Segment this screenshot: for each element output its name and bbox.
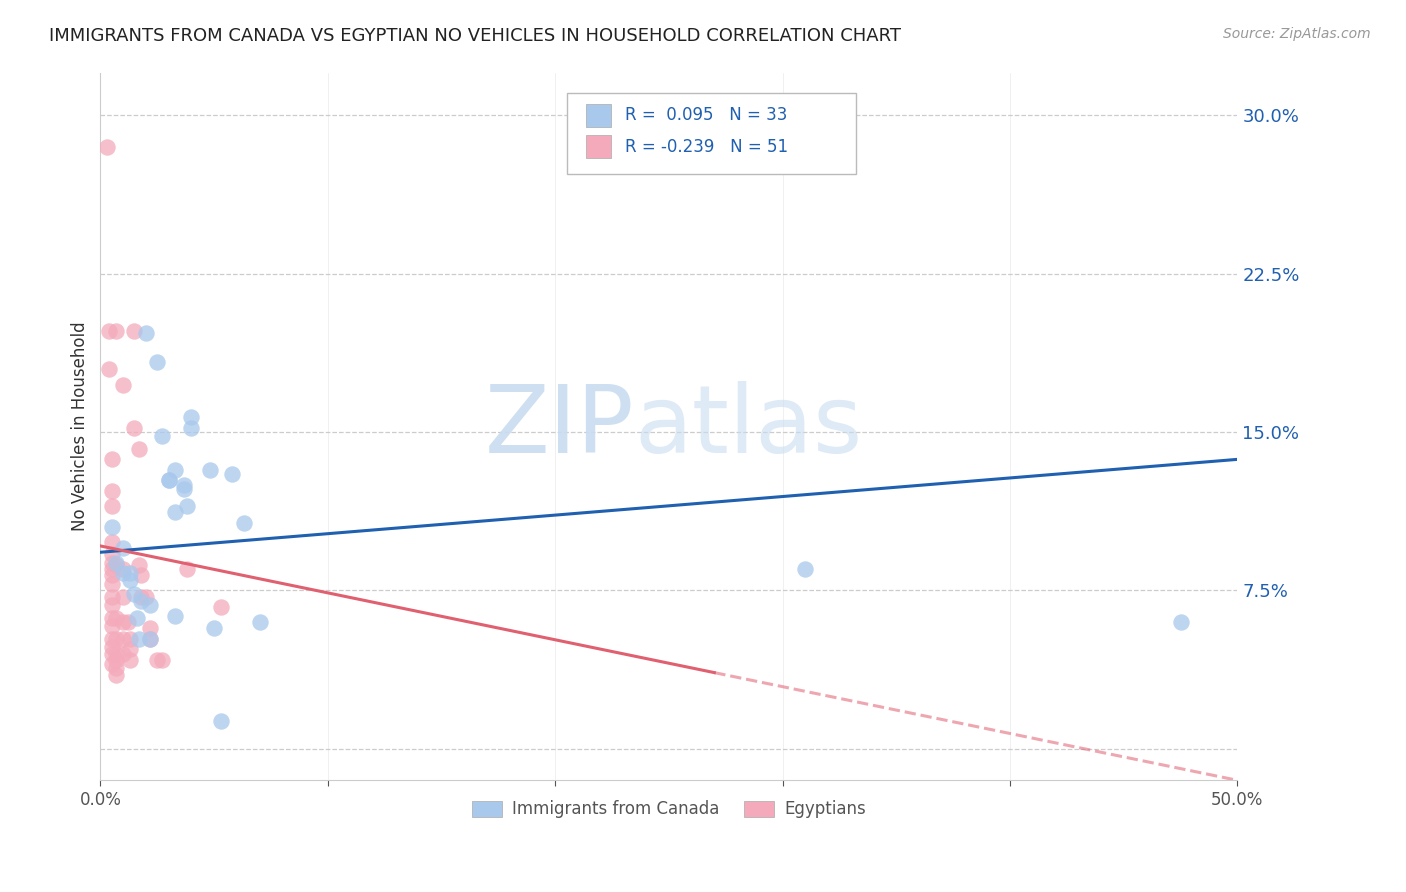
Point: [128, 558, 150, 572]
FancyBboxPatch shape: [586, 136, 610, 158]
Point: [100, 640, 122, 655]
FancyBboxPatch shape: [586, 104, 610, 127]
Point: [105, 611, 128, 625]
Point: [794, 562, 817, 576]
Point: [139, 632, 162, 646]
Point: [105, 558, 128, 572]
Point: [118, 573, 141, 587]
Text: atlas: atlas: [634, 381, 863, 473]
Point: [100, 499, 122, 513]
Point: [100, 568, 122, 582]
Point: [232, 516, 254, 530]
Point: [118, 642, 141, 657]
Point: [150, 653, 173, 667]
Point: [118, 632, 141, 646]
Point: [124, 324, 146, 338]
Point: [100, 590, 122, 604]
Point: [105, 653, 128, 667]
Y-axis label: No Vehicles in Household: No Vehicles in Household: [72, 322, 89, 532]
Point: [112, 615, 135, 629]
Point: [117, 615, 139, 629]
Point: [135, 590, 157, 604]
FancyBboxPatch shape: [567, 93, 856, 174]
Point: [209, 600, 232, 615]
Point: [157, 474, 180, 488]
Point: [124, 420, 146, 434]
Point: [98, 324, 121, 338]
Point: [165, 608, 187, 623]
Point: [112, 541, 135, 555]
Point: [100, 483, 122, 498]
Point: [100, 556, 122, 570]
Point: [129, 594, 152, 608]
Point: [128, 632, 150, 646]
Point: [146, 355, 169, 369]
Point: [125, 611, 148, 625]
Point: [209, 714, 232, 728]
Text: R =  0.095   N = 33: R = 0.095 N = 33: [624, 106, 787, 124]
Text: Source: ZipAtlas.com: Source: ZipAtlas.com: [1223, 27, 1371, 41]
Point: [135, 326, 157, 340]
Point: [139, 632, 162, 646]
Point: [180, 420, 202, 434]
Point: [180, 410, 202, 425]
Point: [129, 590, 152, 604]
Point: [139, 598, 162, 612]
Point: [100, 611, 122, 625]
Point: [165, 505, 187, 519]
Text: IMMIGRANTS FROM CANADA VS EGYPTIAN NO VEHICLES IN HOUSEHOLD CORRELATION CHART: IMMIGRANTS FROM CANADA VS EGYPTIAN NO VE…: [49, 27, 901, 45]
Point: [112, 632, 135, 646]
Point: [112, 590, 135, 604]
Point: [165, 463, 187, 477]
Point: [100, 647, 122, 661]
Point: [100, 657, 122, 672]
Point: [176, 562, 198, 576]
Point: [112, 566, 135, 581]
Text: ZIP: ZIP: [485, 381, 634, 473]
Point: [139, 621, 162, 635]
Point: [1170, 615, 1192, 629]
Point: [105, 647, 128, 661]
Point: [100, 632, 122, 646]
Point: [100, 562, 122, 576]
Point: [202, 621, 225, 635]
Point: [105, 324, 128, 338]
Point: [146, 653, 169, 667]
Point: [100, 452, 122, 467]
Point: [96, 140, 118, 154]
Point: [118, 653, 141, 667]
Point: [157, 474, 180, 488]
Point: [112, 378, 135, 392]
Point: [105, 661, 128, 675]
Point: [129, 568, 152, 582]
Point: [105, 632, 128, 646]
Point: [100, 619, 122, 633]
Point: [112, 562, 135, 576]
Point: [176, 499, 198, 513]
Point: [128, 442, 150, 456]
Point: [100, 520, 122, 534]
Point: [118, 566, 141, 581]
Point: [100, 577, 122, 591]
Point: [105, 556, 128, 570]
Point: [198, 463, 221, 477]
Point: [150, 429, 173, 443]
Point: [173, 477, 195, 491]
Point: [124, 587, 146, 601]
Point: [105, 667, 128, 681]
Point: [112, 647, 135, 661]
Point: [100, 534, 122, 549]
Point: [100, 548, 122, 562]
Point: [98, 361, 121, 376]
Point: [173, 482, 195, 496]
Point: [100, 598, 122, 612]
Point: [249, 615, 271, 629]
Text: R = -0.239   N = 51: R = -0.239 N = 51: [624, 137, 787, 155]
Legend: Immigrants from Canada, Egyptians: Immigrants from Canada, Egyptians: [465, 794, 873, 825]
Point: [221, 467, 243, 482]
